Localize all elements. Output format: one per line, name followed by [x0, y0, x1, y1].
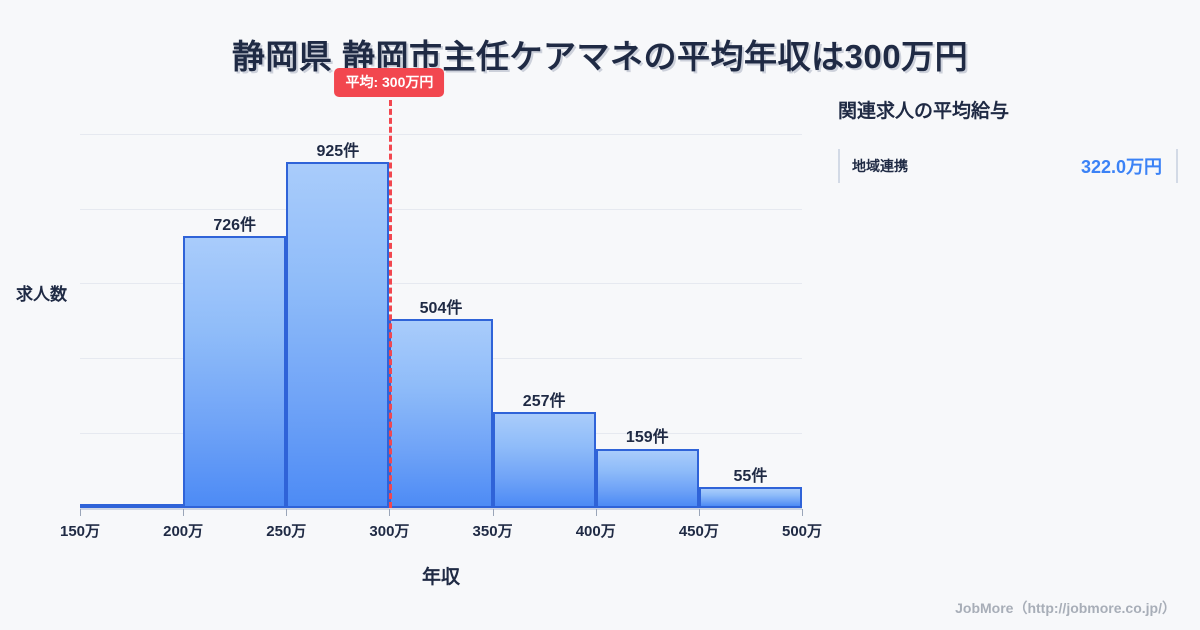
average-line: [389, 100, 393, 508]
gridline: [80, 283, 802, 285]
x-tick-label: 150万: [59, 523, 101, 540]
bar[interactable]: [286, 161, 390, 508]
x-tick-mark: [80, 509, 81, 516]
average-badge: 平均: 300万円: [334, 68, 445, 97]
x-tick-label: 500万: [781, 523, 823, 540]
x-tick-label: 250万: [266, 523, 307, 540]
bar-value-label: 55件: [733, 468, 768, 486]
x-tick-label: 450万: [678, 523, 719, 540]
gridline: [80, 208, 802, 210]
bar-value-label: 726件: [213, 217, 257, 235]
y-axis-title: 求人数: [16, 285, 67, 304]
x-tick-mark: [183, 509, 185, 516]
x-tick-mark: [802, 509, 803, 516]
bar-value-label: 257件: [522, 392, 566, 410]
x-tick-mark: [595, 509, 597, 516]
x-tick-label: 300万: [369, 523, 410, 540]
x-axis-title: 年収: [421, 567, 460, 588]
bar[interactable]: [492, 411, 596, 508]
plot-area: 726件 925件 504件 257件 159件 55件 150万 200万 250万 300万…: [60, 68, 822, 540]
x-tick-mark: [389, 509, 391, 516]
bar-value-label: 504件: [419, 300, 463, 318]
x-axis-baseline: [80, 508, 802, 510]
footer-credit: JobMore（http://jobmore.co.jp/）: [955, 600, 1176, 616]
x-tick-label: 350万: [472, 523, 513, 540]
related-salary-panel: 関連求人の平均給与 地域連携 322.0万円: [838, 96, 1178, 183]
salary-row-value: 322.0万円: [1080, 157, 1162, 177]
bar[interactable]: [183, 236, 287, 508]
page-title: 静岡県 静岡市主任ケアマネの平均年収は300万円: [231, 38, 969, 75]
x-tick-label: 400万: [575, 523, 616, 540]
bar[interactable]: [80, 504, 184, 508]
x-tick-label: 200万: [163, 523, 204, 540]
salary-row[interactable]: 地域連携 322.0万円: [838, 149, 1178, 183]
related-salary-list: 地域連携 322.0万円: [838, 149, 1178, 183]
bar-value-label: 925件: [316, 142, 360, 160]
gridline: [80, 133, 802, 135]
bar[interactable]: [595, 448, 699, 508]
bar[interactable]: [389, 319, 493, 508]
bar-value-label: 159件: [625, 429, 669, 447]
bar[interactable]: [698, 487, 802, 508]
x-tick-mark: [698, 509, 700, 516]
histogram-chart: 求人数 726件 925件 504件 257件 159件 55件 150万 200万 250万…: [0, 68, 830, 590]
x-tick-mark: [492, 509, 494, 516]
salary-row-name: 地域連携: [852, 158, 908, 174]
related-salary-title: 関連求人の平均給与: [838, 101, 1010, 122]
x-tick-mark: [286, 509, 288, 516]
